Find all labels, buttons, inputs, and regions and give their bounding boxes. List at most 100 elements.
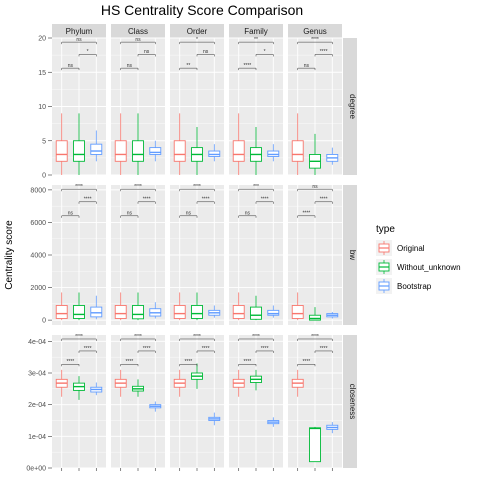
column-strip-family: Family <box>229 24 283 38</box>
significance-line <box>120 41 156 45</box>
y-tick-label: 15 <box>38 70 46 77</box>
significance-label: ns <box>203 49 209 55</box>
box-original <box>173 369 186 397</box>
significance-bracket: **** <box>137 197 156 204</box>
significance-bracket: ns <box>196 49 215 57</box>
box-without_unknown <box>309 133 321 175</box>
significance-bracket: **** <box>61 359 80 367</box>
significance-bracket: * <box>179 37 215 45</box>
y-tick-label: 6000 <box>30 220 46 227</box>
box-original <box>232 113 245 175</box>
significance-line <box>61 188 97 192</box>
significance-label: **** <box>243 359 251 365</box>
column-strip-background <box>229 24 283 38</box>
significance-label: *** <box>253 184 259 190</box>
significance-label: **** <box>184 359 192 365</box>
box-body <box>90 306 103 318</box>
box-body <box>173 305 186 319</box>
significance-label: **** <box>143 197 151 203</box>
significance-bracket: **** <box>314 346 333 353</box>
significance-bracket: **** <box>255 346 274 353</box>
legend-label: Original <box>397 244 425 253</box>
panel-closeness-phylum: **** **** **** <box>52 334 106 471</box>
significance-label: ns <box>127 211 133 217</box>
significance-label: **** <box>243 63 251 69</box>
significance-label: **** <box>84 346 92 352</box>
box-without_unknown <box>73 376 85 400</box>
box-bootstrap <box>149 401 162 412</box>
y-tick-label: 8000 <box>30 187 46 194</box>
significance-bracket: ns <box>137 49 156 57</box>
significance-label: **** <box>134 334 142 340</box>
y-axis-title: Centrality score <box>4 220 15 290</box>
significance-bracket: **** <box>238 334 274 341</box>
significance-label: **** <box>143 346 151 352</box>
significance-bracket: **** <box>179 184 215 192</box>
box-original <box>114 369 127 397</box>
significance-bracket: **** <box>120 359 139 367</box>
row-strip-background <box>343 185 357 325</box>
box-without_unknown <box>73 113 85 175</box>
significance-label: * <box>196 37 198 43</box>
significance-line <box>179 364 198 367</box>
box-without_unknown <box>132 379 144 397</box>
significance-line <box>238 67 257 71</box>
significance-bracket: **** <box>78 346 97 353</box>
significance-bracket: **** <box>61 334 97 341</box>
significance-bracket: **** <box>196 197 215 204</box>
box-body <box>114 140 127 162</box>
box-body <box>132 140 144 162</box>
box-original <box>55 369 68 397</box>
box-body <box>73 140 85 162</box>
box-body <box>309 314 321 321</box>
panel-bw-genus: **** **** ns <box>288 184 342 325</box>
y-axis-bw: 0 2000 4000 6000 8000 <box>30 187 52 325</box>
column-strip-background <box>288 24 342 38</box>
box-original <box>291 113 304 175</box>
significance-label: ** <box>254 37 258 43</box>
significance-line <box>297 188 333 192</box>
significance-label: **** <box>320 49 328 55</box>
box-original <box>114 292 127 321</box>
row-strip-closeness: closeness <box>343 335 357 468</box>
legend-label: Bootstrap <box>397 282 432 291</box>
y-axis-closeness: 0e+00 1e-04 2e-04 3e-04 4e-04 <box>26 339 52 473</box>
box-bootstrap <box>208 412 221 426</box>
row-strip-background <box>343 335 357 468</box>
box-body <box>291 140 304 162</box>
significance-line <box>238 188 274 192</box>
significance-label: **** <box>202 197 210 203</box>
legend-item-bootstrap: Bootstrap <box>376 278 432 294</box>
box-without_unknown <box>250 127 262 175</box>
significance-label: * <box>87 49 89 55</box>
y-tick-label: 2e-04 <box>28 402 46 409</box>
row-strip-label: degree <box>348 94 357 119</box>
box-body <box>267 309 280 316</box>
significance-line <box>238 364 257 367</box>
significance-label: **** <box>311 37 319 43</box>
significance-line <box>297 215 316 218</box>
significance-bracket: ns <box>120 37 156 45</box>
significance-line <box>314 201 333 204</box>
panel-degree-family: ******* <box>229 37 283 176</box>
significance-label: * <box>264 49 266 55</box>
column-strip-background <box>52 24 106 38</box>
significance-label: **** <box>75 184 83 190</box>
y-tick-label: 20 <box>38 36 46 43</box>
box-body <box>232 305 245 319</box>
significance-line <box>78 350 97 353</box>
box-body <box>149 147 162 155</box>
box-original <box>55 113 68 175</box>
significance-line <box>255 54 274 57</box>
significance-line <box>179 41 215 45</box>
significance-bracket: **** <box>255 197 274 204</box>
legend-title: type <box>376 224 395 235</box>
box-original <box>173 292 186 321</box>
significance-label: ns <box>312 184 318 190</box>
significance-bracket: **** <box>297 211 316 218</box>
y-axis-degree: 0 5 10 15 20 <box>38 36 52 180</box>
significance-line <box>314 350 333 353</box>
box-body <box>250 306 262 320</box>
significance-bracket: **** <box>238 359 257 367</box>
